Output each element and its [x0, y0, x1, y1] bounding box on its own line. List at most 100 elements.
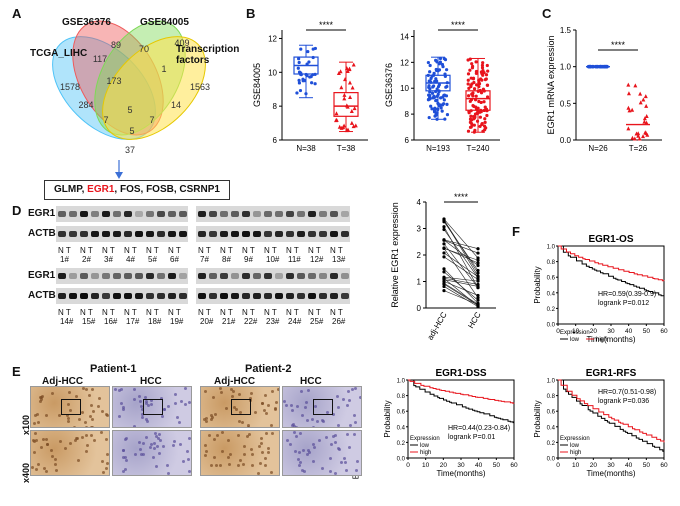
cell-nucleus [76, 436, 80, 440]
blot-band [231, 273, 239, 279]
cell-nucleus [102, 471, 106, 475]
cell-nucleus [240, 421, 244, 425]
y-tick-label: 0.2 [397, 441, 406, 447]
blot-band [209, 293, 217, 299]
cell-nucleus [188, 470, 191, 474]
cell-nucleus [210, 463, 214, 467]
data-point [642, 116, 647, 121]
blot-band [80, 231, 88, 237]
data-point [442, 98, 446, 102]
cell-nucleus [32, 421, 36, 425]
blot-band [308, 231, 316, 237]
cell-nucleus [187, 458, 191, 461]
cell-nucleus [179, 399, 183, 403]
blot-band [242, 231, 250, 237]
blot-band [146, 293, 154, 299]
cell-nucleus [260, 401, 264, 405]
data-point [476, 271, 480, 275]
data-point [306, 49, 310, 54]
cell-nucleus [251, 464, 255, 468]
blot-band [80, 211, 88, 217]
km-curve-high [408, 379, 515, 404]
legend-high: high [570, 450, 581, 456]
y-tick-label: 0.2 [547, 441, 556, 447]
data-point [426, 73, 430, 77]
cell-nucleus [333, 434, 337, 438]
data-point [471, 77, 476, 81]
data-point [642, 119, 647, 124]
pair-line [443, 290, 479, 305]
cell-nucleus [121, 449, 125, 453]
cell-nucleus [346, 404, 349, 408]
data-point [445, 68, 449, 72]
blot-band [297, 273, 305, 279]
venn-arrow [115, 160, 123, 179]
data-point [352, 106, 357, 111]
data-point [342, 92, 347, 97]
data-point [484, 73, 489, 77]
y-tick-label: 12 [268, 34, 277, 43]
pair-line [443, 229, 479, 279]
blot-band [209, 231, 217, 237]
pair-line [443, 252, 479, 278]
blot-band [168, 273, 176, 279]
y-tick-label: 1.0 [560, 63, 572, 72]
cell-nucleus [346, 432, 350, 436]
y-tick-label: 0.8 [547, 260, 556, 266]
cell-nucleus [39, 445, 43, 449]
x-tick-label: 30 [607, 462, 615, 469]
data-point [444, 94, 449, 98]
pair-line [443, 278, 479, 307]
cell-nucleus [139, 405, 143, 409]
km-plot-dss: EGR1-DSS 0.0 0.2 0.4 0.6 0.8 1.0 0 10 20 30 40 50 60 T… [383, 368, 518, 478]
venn-region: 117 [93, 54, 107, 64]
y-tick-label: 0.4 [547, 291, 556, 297]
cell-nucleus [151, 455, 155, 459]
y-tick-label: 0.6 [397, 410, 406, 416]
cell-nucleus [122, 469, 126, 473]
data-point [470, 92, 474, 96]
data-point [438, 60, 442, 64]
data-point [644, 103, 649, 108]
lane-sample-label: 12# [310, 255, 324, 264]
blot-band [179, 293, 187, 299]
y-tick-label: 1.0 [397, 379, 406, 385]
y-tick-label: 0.0 [397, 457, 406, 463]
blot-band [330, 273, 338, 279]
cell-nucleus [67, 391, 71, 395]
blot-band [220, 293, 228, 299]
blot-band [198, 273, 206, 279]
data-point [442, 255, 446, 259]
y-tick-label: 0.6 [547, 276, 556, 282]
data-point [442, 220, 446, 224]
data-point [474, 69, 479, 74]
data-point [443, 74, 447, 78]
cell-nucleus [158, 439, 162, 443]
cell-nucleus [101, 409, 105, 413]
lane-nt-label: N T [220, 308, 233, 317]
data-point [479, 91, 484, 95]
blot-band [102, 293, 110, 299]
cell-nucleus [267, 446, 271, 450]
data-point [442, 276, 446, 281]
x-tick-label: 50 [643, 462, 651, 469]
cell-nucleus [85, 434, 89, 438]
data-point [442, 217, 446, 221]
blot-band [275, 273, 283, 279]
col-label-adj-1: Adj-HCC [42, 376, 84, 387]
blot-band [341, 273, 349, 279]
x-tick-label: 10 [572, 462, 580, 469]
cell-nucleus [141, 453, 145, 457]
cell-nucleus [119, 401, 123, 405]
cell-nucleus [345, 468, 349, 472]
x-tick-label: 10 [422, 462, 430, 469]
data-point [483, 117, 487, 121]
blot-band [253, 211, 261, 217]
km-curve-low [558, 379, 665, 452]
cell-nucleus [211, 395, 215, 399]
cell-nucleus [165, 463, 169, 467]
data-point [480, 63, 485, 67]
cell-nucleus [121, 448, 125, 452]
col-label-adj-2: Adj-HCC [214, 376, 256, 387]
data-point [474, 83, 479, 87]
